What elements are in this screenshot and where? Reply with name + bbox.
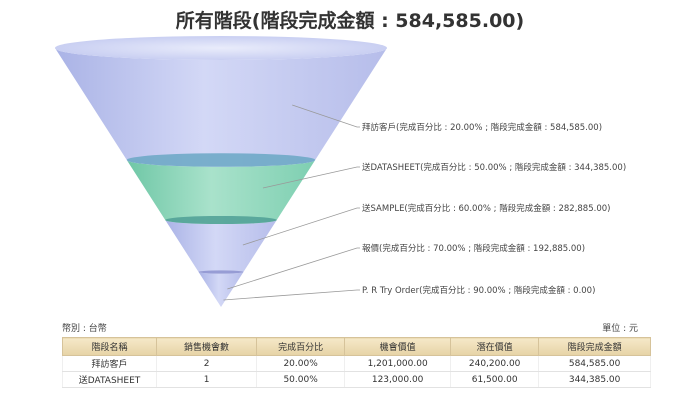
stage-table: 階段名稱 銷售機會數 完成百分比 機會價值 潛在價值 階段完成金額 拜訪客戶 2… — [61, 337, 651, 388]
leader-line-3 — [242, 207, 360, 246]
stage-label-5: P. R Try Order(完成百分比 : 90.00% ; 階段完成金額 :… — [362, 285, 595, 296]
leader-line-2 — [262, 166, 360, 189]
table-cell: 584,585.00 — [538, 355, 651, 372]
table-cell: 123,000.00 — [344, 371, 452, 388]
header-potential-value[interactable]: 潛在價值 — [450, 337, 540, 356]
funnel-top-ellipse — [55, 36, 387, 60]
funnel-segment-2 — [126, 160, 316, 225]
table-header-row: 階段名稱 銷售機會數 完成百分比 機會價值 潛在價值 階段完成金額 — [61, 337, 651, 356]
header-opportunity-count[interactable]: 銷售機會數 — [156, 337, 258, 356]
table-cell: 2 — [156, 355, 258, 372]
funnel-divider-2 — [165, 215, 277, 225]
header-completion-percent[interactable]: 完成百分比 — [256, 337, 346, 356]
leader-line-1 — [292, 104, 360, 128]
leader-line-4 — [227, 247, 360, 290]
table-cell: 240,200.00 — [450, 355, 540, 372]
header-stage-amount[interactable]: 階段完成金額 — [538, 337, 651, 356]
leader-line-5 — [223, 289, 360, 301]
table-row: 送DATASHEET 1 50.00% 123,000.00 61,500.00… — [61, 371, 651, 388]
stage-label-1: 拜訪客戶(完成百分比 : 20.00% ; 階段完成金額 : 584,585.0… — [362, 122, 602, 133]
funnel-segment-4 — [198, 272, 244, 307]
funnel-divider-1 — [126, 153, 316, 167]
chart-title: 所有階段(階段完成金額 : 584,585.00) — [175, 10, 525, 32]
stage-label-2: 送DATASHEET(完成百分比 : 50.00% ; 階段完成金額 : 344… — [362, 162, 626, 173]
unit-label: 單位 : 元 — [602, 324, 638, 334]
table-cell: 1 — [156, 371, 258, 388]
stage-label-4: 報價(完成百分比 : 70.00% ; 階段完成金額 : 192,885.00) — [362, 243, 585, 254]
table-cell: 20.00% — [256, 355, 346, 372]
funnel-segment-3 — [165, 220, 277, 274]
header-opportunity-value[interactable]: 機會價值 — [344, 337, 452, 356]
funnel-divider-3 — [198, 270, 244, 274]
stage-label-3: 送SAMPLE(完成百分比 : 60.00% ; 階段完成金額 : 282,88… — [362, 203, 610, 214]
table-cell: 61,500.00 — [450, 371, 540, 388]
table-cell: 送DATASHEET — [61, 371, 158, 388]
table-cell: 拜訪客戶 — [61, 355, 158, 372]
currency-label: 幣別 : 台幣 — [62, 324, 107, 334]
funnel-chart: 拜訪客戶(完成百分比 : 20.00% ; 階段完成金額 : 584,585.0… — [55, 36, 626, 307]
header-stage-name[interactable]: 階段名稱 — [61, 337, 158, 356]
table-cell: 1,201,000.00 — [344, 355, 452, 372]
funnel-segment-1 — [55, 48, 387, 167]
table-row: 拜訪客戶 2 20.00% 1,201,000.00 240,200.00 58… — [61, 355, 651, 372]
table-cell: 344,385.00 — [538, 371, 651, 388]
table-cell: 50.00% — [256, 371, 346, 388]
